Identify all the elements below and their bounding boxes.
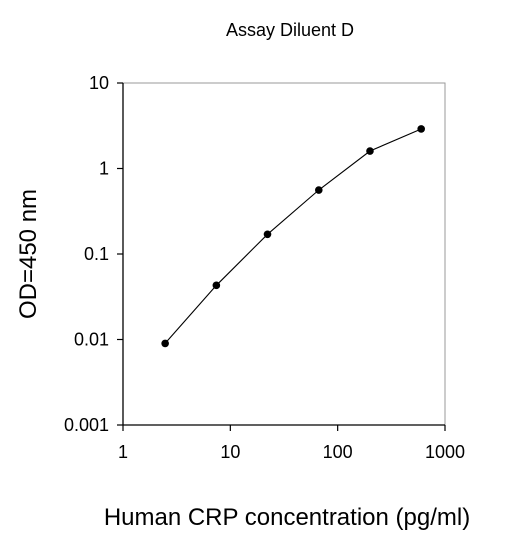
data-point (417, 125, 425, 133)
y-tick-label: 10 (89, 73, 109, 93)
y-tick-label: 0.001 (64, 415, 109, 435)
x-axis-title: Human CRP concentration (pg/ml) (104, 504, 470, 531)
x-tick-label: 10 (220, 442, 240, 462)
data-point (212, 281, 221, 290)
y-tick-label: 0.1 (84, 244, 109, 264)
data-point (161, 339, 169, 348)
x-tick-label: 100 (323, 442, 353, 462)
chart-title: Assay Diluent D (226, 20, 354, 40)
data-point (263, 230, 272, 239)
data-point (314, 186, 323, 194)
y-axis-title: OD=450 nm (15, 189, 42, 319)
series-line (164, 128, 422, 344)
y-tick-label: 1 (99, 159, 109, 179)
plot-frame (122, 82, 446, 426)
y-tick-label: 0.01 (74, 330, 109, 350)
x-tick-label: 1000 (425, 442, 465, 462)
x-tick-label: 1 (118, 442, 128, 462)
data-point (366, 147, 374, 155)
